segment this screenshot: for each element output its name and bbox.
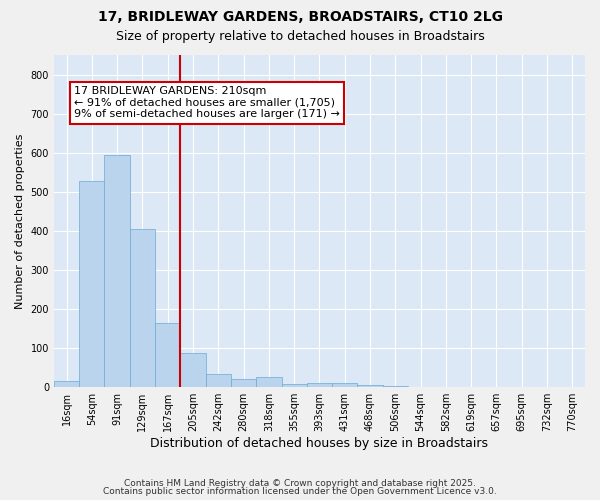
Bar: [79, 181, 104, 387]
Text: 17 BRIDLEWAY GARDENS: 210sqm
← 91% of detached houses are smaller (1,705)
9% of : 17 BRIDLEWAY GARDENS: 210sqm ← 91% of de…: [74, 86, 340, 120]
Bar: [181, 353, 206, 387]
Bar: [206, 374, 231, 387]
Bar: [54, 382, 79, 387]
Bar: [358, 386, 383, 387]
Y-axis label: Number of detached properties: Number of detached properties: [15, 134, 25, 309]
Bar: [307, 382, 332, 387]
Bar: [332, 382, 358, 387]
Text: Size of property relative to detached houses in Broadstairs: Size of property relative to detached ho…: [116, 30, 484, 43]
Text: Contains HM Land Registry data © Crown copyright and database right 2025.: Contains HM Land Registry data © Crown c…: [124, 478, 476, 488]
Bar: [256, 376, 281, 387]
Bar: [104, 156, 130, 387]
Bar: [383, 386, 408, 387]
Text: 17, BRIDLEWAY GARDENS, BROADSTAIRS, CT10 2LG: 17, BRIDLEWAY GARDENS, BROADSTAIRS, CT10…: [97, 10, 503, 24]
Bar: [231, 378, 256, 387]
X-axis label: Distribution of detached houses by size in Broadstairs: Distribution of detached houses by size …: [151, 437, 488, 450]
Bar: [281, 384, 307, 387]
Text: Contains public sector information licensed under the Open Government Licence v3: Contains public sector information licen…: [103, 487, 497, 496]
Bar: [155, 322, 181, 387]
Bar: [130, 229, 155, 387]
